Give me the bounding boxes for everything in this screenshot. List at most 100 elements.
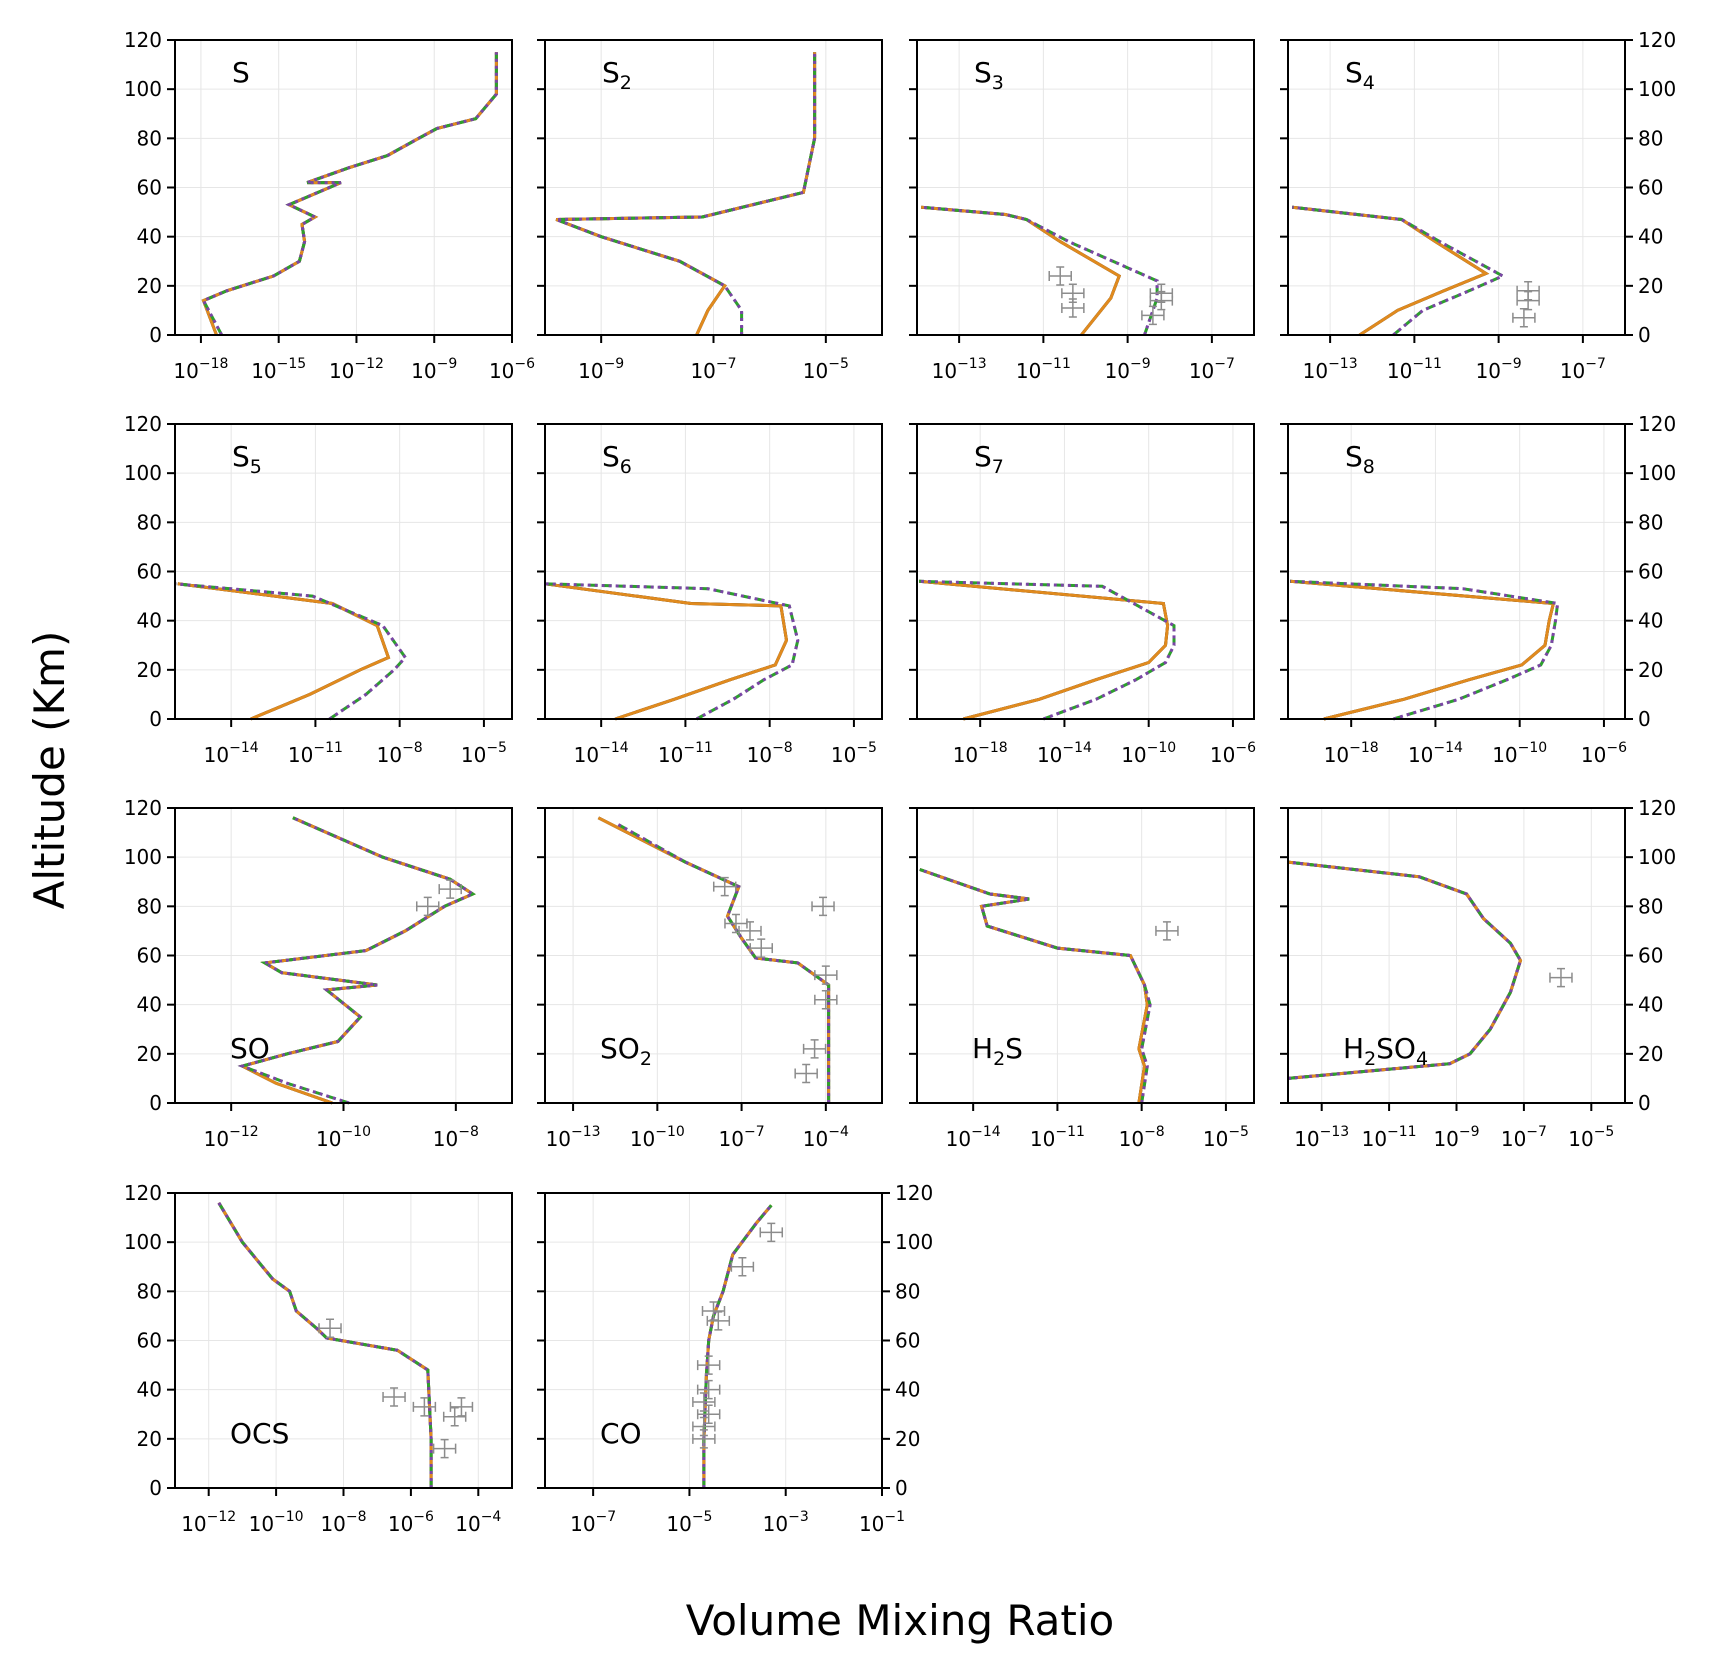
panel-2: 10−13 10−11 10−9 10−7 S3: [909, 39, 1255, 383]
observation-point: [692, 1392, 716, 1412]
series-line-1: [544, 582, 789, 721]
series-line-2: [174, 582, 408, 721]
x-tick-label: 10−4: [455, 1509, 501, 1536]
panel-0: 0 20 40 60 80 100 120 10−18 10−15 10−12 10−9 10−6 S: [124, 28, 535, 383]
y-tick-label-right: 0: [1638, 1091, 1651, 1115]
x-tick-label: 10−15: [251, 356, 306, 383]
y-tick-label: 60: [137, 944, 162, 968]
series-line-1: [177, 582, 391, 721]
x-tick-label: 10−7: [1501, 1124, 1547, 1151]
y-tick-label: 80: [137, 1279, 162, 1303]
series-line-2: [1287, 860, 1523, 1080]
series-line-1: [921, 205, 1122, 336]
observation-point: [724, 913, 748, 934]
y-tick-label: 40: [137, 993, 162, 1017]
x-tick-label: 10−14: [1037, 740, 1092, 767]
observation-point: [412, 1397, 437, 1417]
x-tick-label: 10−6: [1210, 740, 1256, 767]
y-tick-label: 0: [149, 1091, 162, 1115]
x-tick-label: 10−18: [1324, 740, 1379, 767]
observation-point: [794, 1063, 818, 1084]
x-tick-label: 10−11: [1016, 356, 1071, 383]
series-line-3: [237, 816, 476, 1105]
y-tick-label-right: 20: [1638, 1042, 1663, 1066]
y-tick-label: 120: [124, 1181, 162, 1205]
y-tick-label: 80: [137, 126, 162, 150]
series-line-2: [921, 205, 1159, 336]
series-line-2: [1292, 205, 1507, 337]
y-tick-label: 20: [137, 1427, 162, 1451]
observation-point: [1048, 266, 1072, 286]
observation-point: [1061, 283, 1085, 303]
x-tick-label: 10−8: [433, 1124, 479, 1151]
x-tick-label: 10−9: [1476, 356, 1522, 383]
x-tick-label: 10−11: [1030, 1124, 1085, 1151]
series-line-1: [1289, 579, 1556, 721]
y-tick-label-right: 0: [895, 1476, 908, 1500]
series-line-2: [201, 52, 498, 336]
panel-label: S7: [974, 440, 1004, 478]
x-tick-label: 10−11: [1362, 1124, 1417, 1151]
x-tick-label: 10−9: [1105, 356, 1151, 383]
series-line-0: [555, 52, 817, 336]
x-tick-label: 10−10: [1492, 740, 1547, 767]
series-line-3: [919, 868, 1152, 1104]
series-line-3: [1287, 860, 1523, 1080]
panel-group: 0 20 40 60 80 100 120 10−18 10−15 10−12 10−9 10−6 S 1…: [124, 28, 1676, 1536]
x-tick-label: 10−18: [173, 356, 228, 383]
y-tick-label-right: 80: [1638, 126, 1663, 150]
series-line-3: [1292, 205, 1507, 337]
observation-point: [1516, 290, 1540, 311]
y-tick-label: 40: [137, 609, 162, 633]
y-tick-label: 20: [137, 274, 162, 298]
panel-label: S6: [602, 440, 632, 478]
panel-label: S3: [974, 56, 1004, 94]
observation-point: [1549, 967, 1573, 988]
panel-label: OCS: [230, 1417, 289, 1450]
observation-point: [1141, 305, 1165, 326]
observation-point: [1155, 921, 1179, 941]
panel-6: 10−18 10−14 10−10 10−6 S7: [909, 423, 1256, 767]
y-tick-label-right: 120: [1638, 28, 1676, 52]
y-tick-label-right: 100: [1638, 77, 1676, 101]
y-tick-label: 0: [149, 323, 162, 347]
observation-point: [730, 1257, 755, 1277]
x-tick-label: 10−6: [489, 356, 535, 383]
observation-point: [416, 896, 440, 917]
series-line-2: [237, 816, 476, 1105]
y-tick-label: 20: [137, 1042, 162, 1066]
x-tick-label: 10−5: [803, 356, 849, 383]
x-tick-label: 10−5: [461, 740, 507, 767]
panel-label: S8: [1345, 440, 1375, 478]
x-tick-label: 10−13: [932, 356, 987, 383]
y-tick-label-right: 60: [1638, 560, 1663, 584]
observation-point: [696, 1404, 721, 1424]
series-line-3: [919, 579, 1176, 721]
y-axis-label: Altitude (Km): [25, 631, 74, 910]
y-tick-label: 80: [137, 510, 162, 534]
y-tick-label: 60: [137, 560, 162, 584]
panel-12: 0 20 40 60 80 100 120 10−12 10−10 10−8 10−6 10−4 OCS: [124, 1181, 513, 1536]
y-tick-label: 100: [124, 1230, 162, 1254]
panel-13: 0 20 40 60 80 100 120 10−7 10−5 10−3 10−1 CO: [537, 1181, 933, 1536]
panel-label: H2S: [972, 1032, 1023, 1070]
x-tick-label: 10−14: [1408, 740, 1463, 767]
y-tick-label-right: 120: [895, 1181, 933, 1205]
x-tick-label: 10−7: [719, 1124, 765, 1151]
series-line-0: [201, 52, 498, 336]
x-tick-label: 10−10: [249, 1509, 304, 1536]
x-tick-label: 10−9: [411, 356, 457, 383]
panel-label: SO2: [600, 1032, 652, 1070]
series-line-1: [1292, 205, 1490, 337]
observation-point: [814, 965, 838, 985]
observation-point: [442, 1406, 467, 1427]
observation-point: [738, 921, 762, 941]
y-tick-label-right: 120: [1638, 412, 1676, 436]
observation-point: [696, 1379, 721, 1400]
y-tick-label-right: 80: [895, 1279, 920, 1303]
series-line-3: [217, 1202, 433, 1488]
x-tick-label: 10−9: [1433, 1124, 1479, 1151]
observation-point: [438, 879, 462, 899]
x-tick-label: 10−10: [1121, 740, 1176, 767]
